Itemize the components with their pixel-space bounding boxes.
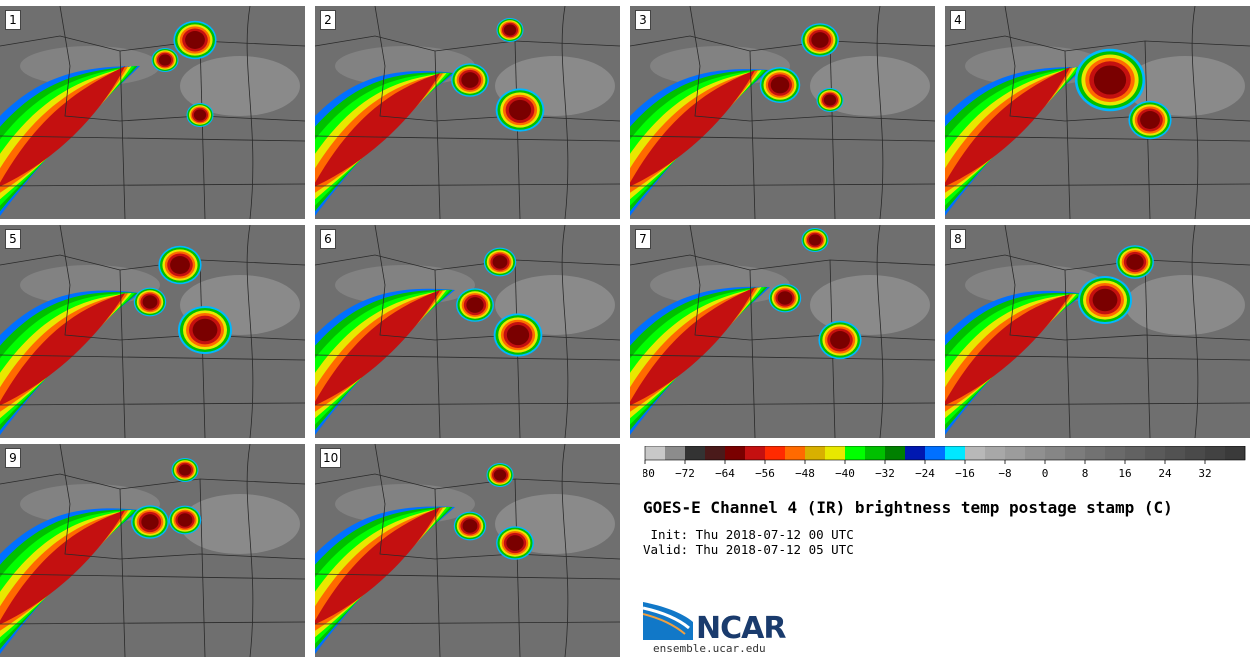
- panel-number-label: 3: [635, 10, 651, 30]
- panel-number-label: 10: [320, 448, 342, 468]
- colorbar-tick-label: −8: [998, 467, 1011, 480]
- colorbar-swatch: [1145, 446, 1166, 460]
- satellite-ir-image: [0, 225, 305, 438]
- colorbar-swatch: [1105, 446, 1126, 460]
- colorbar-tick-label: −40: [835, 467, 855, 480]
- page-title: GOES-E Channel 4 (IR) brightness temp po…: [643, 498, 1173, 517]
- colorbar-swatch: [1205, 446, 1226, 460]
- ir-postage-stamp-panel: 1: [0, 6, 305, 219]
- ncar-logo-icon: [643, 602, 693, 640]
- colorbar-tick-label: −56: [755, 467, 775, 480]
- colorbar-swatch: [1185, 446, 1206, 460]
- satellite-ir-image: [315, 225, 620, 438]
- satellite-ir-image: [945, 6, 1250, 219]
- colorbar-swatch: [685, 446, 706, 460]
- colorbar-swatch: [1065, 446, 1086, 460]
- colorbar-tick-label: 0: [1042, 467, 1049, 480]
- panel-number-label: 5: [5, 229, 21, 249]
- colorbar-tick-label: −72: [675, 467, 695, 480]
- ir-postage-stamp-panel: 4: [945, 6, 1250, 219]
- colorbar-swatch: [1045, 446, 1066, 460]
- ir-postage-stamp-panel: 3: [630, 6, 935, 219]
- ir-postage-stamp-panel: 10: [315, 444, 620, 657]
- colorbar-swatch: [825, 446, 846, 460]
- colorbar-swatch: [1005, 446, 1026, 460]
- colorbar-tick-label: −48: [795, 467, 815, 480]
- colorbar-swatch: [1125, 446, 1146, 460]
- ir-postage-stamp-panel: 8: [945, 225, 1250, 438]
- panel-number-label: 7: [635, 229, 651, 249]
- colorbar-tick-label: −80: [643, 467, 655, 480]
- colorbar-tick-label: 32: [1198, 467, 1211, 480]
- colorbar-swatch: [725, 446, 746, 460]
- colorbar-swatch: [905, 446, 926, 460]
- colorbar-swatch: [845, 446, 866, 460]
- colorbar-swatch: [945, 446, 966, 460]
- colorbar-swatch: [765, 446, 786, 460]
- colorbar-tick-label: 24: [1158, 467, 1172, 480]
- colorbar-swatch: [1025, 446, 1046, 460]
- panel-number-label: 9: [5, 448, 21, 468]
- panel-number-label: 8: [950, 229, 966, 249]
- panel-number-label: 1: [5, 10, 21, 30]
- colorbar-swatch: [645, 446, 666, 460]
- ir-postage-stamp-panel: 7: [630, 225, 935, 438]
- colorbar-swatch: [885, 446, 906, 460]
- satellite-ir-image: [630, 6, 935, 219]
- satellite-ir-image: [630, 225, 935, 438]
- satellite-ir-image: [315, 6, 620, 219]
- colorbar-swatch: [665, 446, 686, 460]
- panel-number-label: 2: [320, 10, 336, 30]
- ir-postage-stamp-panel: 9: [0, 444, 305, 657]
- colorbar-tick-label: −64: [715, 467, 735, 480]
- ir-postage-stamp-panel: 6: [315, 225, 620, 438]
- colorbar-tick-label: 8: [1082, 467, 1089, 480]
- panel-number-label: 4: [950, 10, 966, 30]
- colorbar-swatch: [805, 446, 826, 460]
- satellite-ir-image: [945, 225, 1250, 438]
- colorbar-swatch: [925, 446, 946, 460]
- colorbar-swatch: [985, 446, 1006, 460]
- panel-number-label: 6: [320, 229, 336, 249]
- colorbar-tick-label: 16: [1118, 467, 1131, 480]
- colorbar-tick-label: −16: [955, 467, 975, 480]
- ir-postage-stamp-panel: 5: [0, 225, 305, 438]
- valid-time: Valid: Thu 2018-07-12 05 UTC: [643, 542, 854, 557]
- satellite-ir-image: [315, 444, 620, 657]
- init-time: Init: Thu 2018-07-12 00 UTC: [643, 527, 854, 542]
- colorbar-swatch: [1165, 446, 1186, 460]
- ir-postage-stamp-panel: 2: [315, 6, 620, 219]
- colorbar-swatch: [965, 446, 986, 460]
- colorbar-swatch: [785, 446, 806, 460]
- logo-url: ensemble.ucar.edu: [653, 642, 766, 655]
- colorbar-swatch: [1225, 446, 1246, 460]
- colorbar-tick-label: −32: [875, 467, 895, 480]
- colorbar-swatch: [705, 446, 726, 460]
- satellite-ir-image: [0, 444, 305, 657]
- ncar-logo-text: NCAR: [696, 611, 786, 646]
- satellite-ir-image: [0, 6, 305, 219]
- colorbar-tick-label: −24: [915, 467, 935, 480]
- colorbar-swatch: [745, 446, 766, 460]
- colorbar-swatch: [865, 446, 886, 460]
- colorbar-swatch: [1085, 446, 1106, 460]
